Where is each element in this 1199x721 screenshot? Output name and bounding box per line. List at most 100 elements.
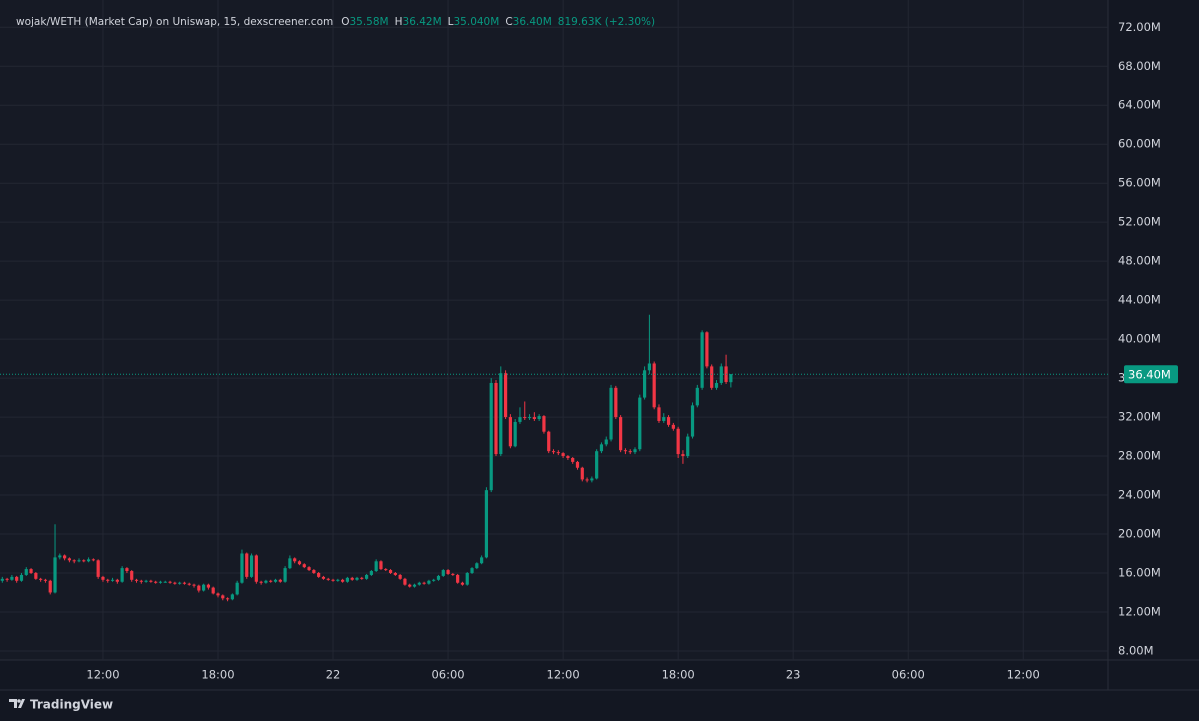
candle-body [427,580,431,584]
candle-body [647,363,651,371]
x-tick-label: 18:00 [201,668,234,682]
candle-body [10,576,14,580]
legend-value: 35.58M [349,16,388,28]
candle-body [595,451,599,479]
candle-body [465,572,469,585]
candle-body [642,370,647,398]
candle-body [628,451,632,453]
candle-body [652,363,656,408]
candle-body [230,594,234,600]
candle-body [115,579,119,582]
candle-body [499,373,503,455]
candle-body [245,553,249,577]
candle-body [451,573,455,575]
legend-key: L [448,16,454,28]
candle-body [480,557,484,564]
candle-body [19,574,24,581]
candle-body [29,569,33,573]
candle-body [202,584,206,591]
candle-body [456,574,460,583]
candle-body [273,579,278,582]
candle-body [686,436,690,457]
y-tick-label: 52.00M [1118,215,1161,229]
candle-body [101,576,105,580]
candle-body [91,559,95,561]
y-tick-label: 24.00M [1118,488,1161,502]
candle-body [513,421,517,447]
candle-body [206,584,211,588]
candle-body [571,457,575,462]
candle-body [58,555,62,558]
candle-body [475,563,479,569]
candle-body [134,579,139,581]
x-tick-label: 18:00 [662,668,695,682]
brand-logo [9,699,25,708]
candle-body [575,461,580,468]
candle-body [527,417,532,419]
candle-body [149,580,153,582]
brand: TradingView [30,698,113,712]
y-tick-label: 64.00M [1118,98,1161,112]
candle-body [705,332,709,367]
candle-body [604,439,608,445]
y-tick-label: 8.00M [1118,643,1154,657]
candle-body [690,405,695,437]
candle-body [278,579,282,582]
legend-key: H [395,16,403,28]
candle-body [96,560,100,577]
candle-body [211,587,215,594]
candle-body [542,416,546,432]
candle-body [547,431,551,452]
candle-body [695,387,699,406]
candle-body [53,557,57,593]
candle-body [86,559,91,562]
candle-body [106,579,110,581]
y-tick-label: 68.00M [1118,59,1161,73]
candle-body [666,417,671,425]
y-tick-label: 72.00M [1118,20,1161,34]
candle-body [154,581,158,583]
candle-body [700,332,704,388]
candle-body [388,570,393,573]
candle-body [614,387,618,418]
candle-body [662,417,666,421]
candle-body [484,490,489,558]
candle-body [130,571,134,580]
y-tick-label: 48.00M [1118,254,1161,268]
candle-body [619,417,623,451]
candle-body [240,553,244,583]
candle-body [15,576,19,581]
candles [0,314,1108,602]
candle-body [350,577,354,580]
candle-body [379,561,383,570]
candle-body [63,555,67,559]
candle-body [288,558,292,569]
x-tick-label: 22 [326,668,341,682]
candle-body [139,580,143,582]
candle-body [269,580,273,582]
candle-body [259,581,263,583]
candle-body [120,568,124,582]
x-tick-label: 12:00 [86,668,119,682]
candle-body [580,467,584,480]
candle-body [77,560,81,562]
candle-body [187,583,191,585]
candle-body [364,574,369,579]
candle-body [321,576,326,579]
candle-body [67,558,72,561]
y-tick-label: 28.00M [1118,449,1161,463]
candle-body [192,584,196,586]
candle-body [0,578,4,581]
candle-body [398,574,402,579]
x-tick-label: 23 [786,668,801,682]
legend-value: 36.42M [403,16,442,28]
y-tick-label: 12.00M [1118,604,1161,618]
candle-body [417,582,421,585]
candle-body [710,366,714,388]
legend-key: C [505,16,512,28]
candle-body [671,424,675,429]
candle-body [408,584,412,587]
candle-body [178,582,182,584]
candle-body [508,417,512,447]
candle-body [470,568,474,573]
